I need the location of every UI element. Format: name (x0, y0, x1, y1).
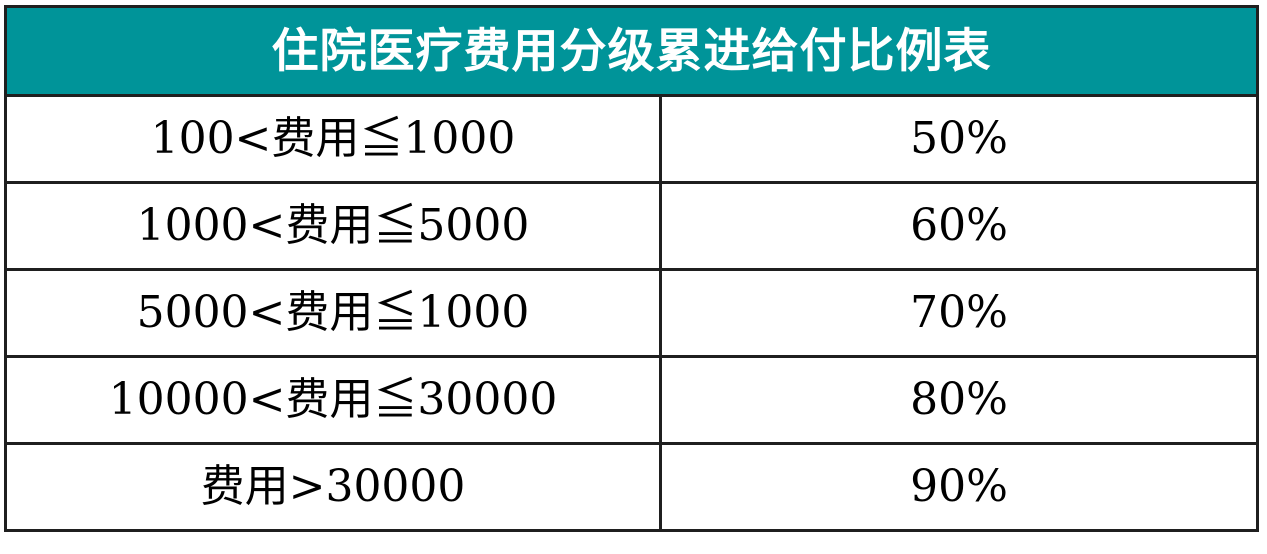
page-title: 住院医疗费用分级累进给付比例表 (271, 23, 992, 79)
payout-ratio-value: 70% (910, 287, 1008, 338)
fee-range-cell: 费用>30000 (4, 442, 662, 532)
payout-ratio-value: 50% (910, 113, 1008, 164)
fee-range-cell: 100<费用≦1000 (4, 94, 662, 184)
fee-range-cell: 10000<费用≦30000 (4, 355, 662, 445)
payout-ratio-value: 60% (910, 200, 1008, 251)
fee-range-cell: 5000<费用≦1000 (4, 268, 662, 358)
payout-ratio-value: 90% (910, 461, 1008, 512)
table-row: 5000<费用≦1000 70% (4, 268, 1259, 358)
fee-range-value: 10000<费用≦30000 (108, 374, 558, 425)
hospitalization-benefit-table: 住院医疗费用分级累进给付比例表 100<费用≦1000 50% 1000<费用≦… (4, 5, 1259, 532)
payout-ratio-cell: 60% (659, 181, 1259, 271)
table-body: 100<费用≦1000 50% 1000<费用≦5000 60% 5000<费用… (4, 94, 1259, 532)
payout-ratio-cell: 90% (659, 442, 1259, 532)
table-row: 费用>30000 90% (4, 442, 1259, 532)
payout-ratio-cell: 50% (659, 94, 1259, 184)
payout-ratio-value: 80% (910, 374, 1008, 425)
table-row: 100<费用≦1000 50% (4, 94, 1259, 184)
table-title-row: 住院医疗费用分级累进给付比例表 (4, 5, 1259, 97)
fee-range-value: 100<费用≦1000 (150, 113, 516, 164)
table-row: 10000<费用≦30000 80% (4, 355, 1259, 445)
table-header: 住院医疗费用分级累进给付比例表 (4, 5, 1259, 97)
payout-ratio-cell: 70% (659, 268, 1259, 358)
table-title-cell: 住院医疗费用分级累进给付比例表 (4, 5, 1259, 97)
payout-ratio-cell: 80% (659, 355, 1259, 445)
fee-range-cell: 1000<费用≦5000 (4, 181, 662, 271)
fee-range-value: 费用>30000 (200, 461, 466, 512)
fee-range-value: 5000<费用≦1000 (136, 287, 530, 338)
table-row: 1000<费用≦5000 60% (4, 181, 1259, 271)
fee-range-value: 1000<费用≦5000 (136, 200, 530, 251)
